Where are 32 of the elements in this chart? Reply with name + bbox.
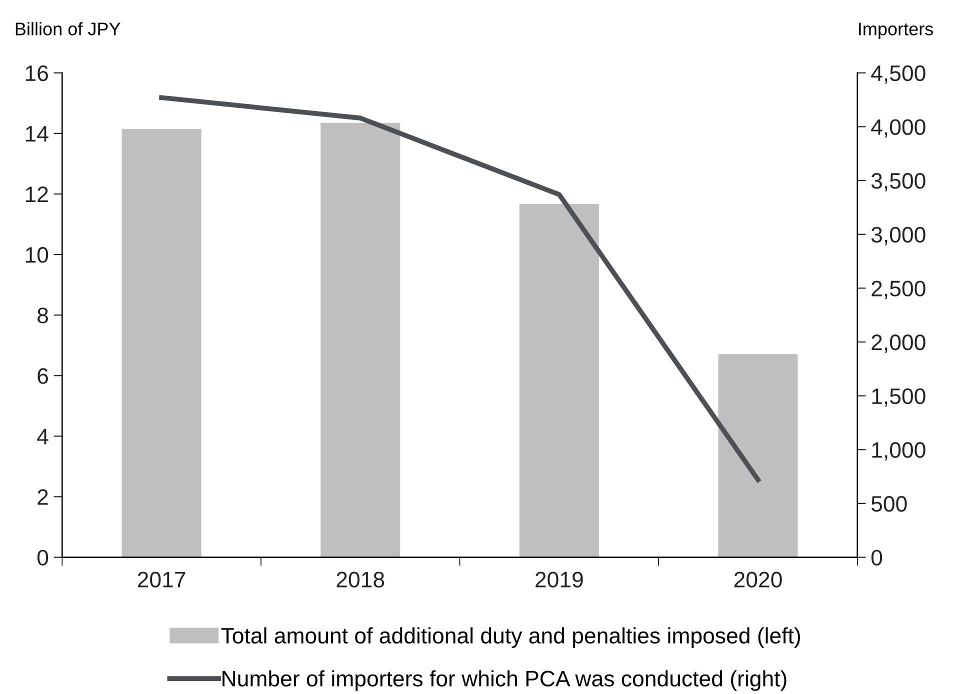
y2-tick-label: 2,000 bbox=[872, 334, 926, 353]
y2-tick-label: 3,500 bbox=[871, 173, 926, 192]
y2-tick-label: 2,500 bbox=[872, 280, 926, 300]
y2-tick-label: 500 bbox=[871, 496, 907, 512]
line-series bbox=[159, 95, 760, 482]
x-tick-label: 2019 bbox=[536, 572, 583, 588]
y-tick-label: 0 bbox=[37, 550, 48, 566]
y-tick-label: 16 bbox=[26, 65, 48, 82]
legend-label: Total amount of additional duty and penalties imposed (left) bbox=[221, 627, 800, 648]
y-axis-title: Billion of JPY bbox=[16, 22, 120, 36]
y-tick-label: 6 bbox=[38, 368, 48, 384]
y-tick-label: 2 bbox=[38, 489, 48, 505]
bar bbox=[320, 122, 400, 558]
y2-tick-label: 0 bbox=[871, 550, 882, 566]
y-tick-label: 12 bbox=[26, 186, 48, 202]
legend-label: Number of importers for which PCA was conducted (right) bbox=[222, 670, 786, 691]
x-tick-label: 2017 bbox=[138, 572, 186, 588]
y2-tick-label: 3,000 bbox=[871, 226, 926, 246]
y-tick-label: 8 bbox=[38, 308, 48, 324]
bar bbox=[122, 128, 202, 558]
y2-tick-label: 1,500 bbox=[872, 388, 926, 407]
x-tick-label: 2020 bbox=[734, 572, 782, 588]
bar bbox=[519, 204, 599, 558]
bar bbox=[718, 354, 798, 558]
y2-tick-label: 4,500 bbox=[871, 65, 926, 84]
y2-axis-title: Importers bbox=[859, 22, 933, 39]
x-tick-label: 2018 bbox=[336, 572, 384, 588]
y2-tick-label: 4,000 bbox=[871, 119, 926, 138]
y-tick-label: 10 bbox=[26, 247, 48, 263]
y2-tick-label: 1,000 bbox=[872, 442, 926, 461]
y-tick-label: 4 bbox=[37, 428, 48, 444]
y-tick-label: 14 bbox=[26, 126, 48, 142]
